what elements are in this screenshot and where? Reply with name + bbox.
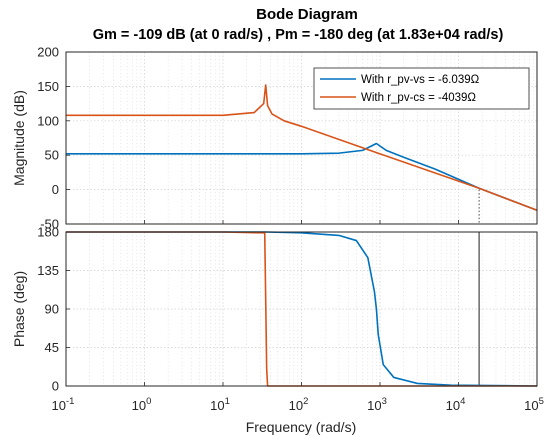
y-tick-label: 0 — [52, 379, 59, 394]
x-tick-exponent: 1 — [225, 396, 230, 407]
x-tick-label: 102 — [289, 396, 309, 413]
x-tick-exponent: 0 — [146, 396, 151, 407]
x-tick-base: 10 — [132, 398, 146, 413]
x-tick-exponent: 3 — [382, 396, 387, 407]
x-tick-base: 10 — [524, 398, 538, 413]
x-axis-label: Frequency (rad/s) — [246, 419, 356, 435]
legend: With r_pv-vs = -6.039Ω With r_pv-cs = -4… — [313, 67, 530, 110]
phase-axis-label: Phase (deg) — [11, 271, 27, 347]
legend-label-series-1: With r_pv-vs = -6.039Ω — [361, 74, 480, 86]
phase-panel: 0 45 90 135 180 Phase (deg) — [11, 225, 538, 394]
x-tick-exponent: -1 — [66, 396, 74, 407]
x-tick-base: 10 — [289, 398, 303, 413]
x-tick-label: 103 — [367, 396, 387, 413]
y-tick-label: 200 — [37, 45, 59, 60]
chart-subtitle: Gm = -109 dB (at 0 rad/s) , Pm = -180 de… — [93, 27, 504, 43]
magnitude-series — [66, 84, 538, 211]
y-tick-label: 150 — [37, 79, 59, 94]
y-tick-label: 135 — [37, 263, 59, 278]
x-tick-label: 101 — [210, 396, 230, 413]
x-tick-base: 10 — [52, 398, 66, 413]
y-tick-label: -50 — [40, 217, 59, 232]
magnitude-axis-label: Magnitude (dB) — [11, 90, 27, 186]
y-tick-label: 0 — [52, 182, 59, 197]
x-tick-label: 100 — [132, 396, 152, 413]
legend-box — [313, 67, 530, 110]
x-tick-labels: 10-1 100 101 102 103 104 105 — [52, 220, 544, 413]
y-tick-label: 100 — [37, 113, 59, 128]
y-tick-label: 50 — [45, 148, 59, 163]
series-line-2 — [66, 84, 538, 211]
magnitude-y-ticks: -50 0 50 100 150 200 — [37, 45, 70, 232]
x-tick-exponent: 2 — [303, 396, 308, 407]
legend-label-series-2: With r_pv-cs = -4039Ω — [361, 92, 476, 104]
x-tick-base: 10 — [446, 398, 460, 413]
x-tick-exponent: 4 — [460, 396, 465, 407]
x-tick-label: 105 — [524, 396, 544, 413]
chart-title: Bode Diagram — [256, 6, 358, 23]
x-tick-base: 10 — [210, 398, 224, 413]
y-tick-label: 45 — [45, 340, 59, 355]
y-tick-label: 180 — [37, 225, 59, 240]
y-tick-label: 90 — [45, 302, 59, 317]
series-line-1 — [66, 142, 538, 211]
x-tick-exponent: 5 — [539, 396, 544, 407]
phase-y-ticks: 0 45 90 135 180 — [37, 225, 70, 394]
x-tick-label: 10-1 — [52, 396, 75, 413]
x-tick-base: 10 — [367, 398, 381, 413]
x-tick-label: 104 — [446, 396, 466, 413]
